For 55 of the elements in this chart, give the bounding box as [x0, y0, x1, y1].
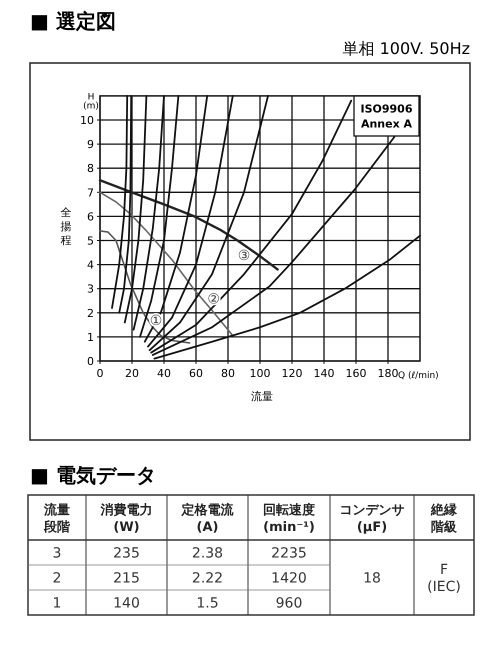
line-series — [98, 179, 279, 271]
x-tick-label: 60 — [189, 367, 203, 380]
text: 3 — [52, 546, 62, 562]
y-tick-label: 6 — [87, 210, 94, 224]
y-axis-title: 全揚程 — [60, 206, 72, 247]
text: 1.5 — [196, 596, 219, 612]
y-tick-label: 3 — [87, 282, 94, 296]
x-tick-label: 20 — [125, 367, 139, 380]
y-tick-label: 10 — [80, 114, 94, 127]
text: 235 — [113, 546, 140, 562]
text: 140 — [113, 596, 140, 612]
text: 2 — [52, 570, 62, 586]
y-tick-label: 0 — [87, 355, 94, 368]
annotation: ③ — [238, 248, 250, 264]
chart-subtitle: 単相 100V. 50Hz — [342, 39, 470, 58]
y-tick-label: 1 — [87, 330, 94, 344]
annotation: ② — [207, 291, 220, 308]
text: 960 — [276, 596, 302, 612]
line-series — [99, 230, 190, 344]
y-tick-label: 9 — [87, 138, 94, 152]
text: 消費電力 (W) — [100, 503, 152, 535]
x-tick-label: 0 — [96, 367, 104, 380]
x-tick-label: 120 — [282, 367, 302, 380]
annotation: ISO9906 Annex A — [360, 102, 413, 130]
text: ■ 電気データ — [30, 463, 156, 487]
text: 定格電流 (A) — [180, 502, 234, 535]
y-tick-label: 4 — [87, 258, 94, 272]
x-tick-label: 100 — [250, 367, 270, 380]
text: 18 — [363, 570, 381, 586]
x-tick-label: 80 — [221, 367, 235, 380]
text: 215 — [113, 570, 140, 586]
x-tick-label: 40 — [157, 367, 171, 380]
text: コンデンサ (μF) — [340, 503, 404, 535]
text: 絶縁階級 — [430, 503, 458, 535]
y-tick-label: 8 — [87, 162, 94, 176]
text: 1 — [52, 596, 62, 612]
text: 2.38 — [192, 546, 224, 562]
x-tick-label: 140 — [314, 367, 334, 380]
y-tick-label: 5 — [87, 234, 94, 248]
text: Q (ℓ/min) — [398, 371, 439, 381]
text: 2235 — [271, 546, 307, 562]
x-tick-label: 180 — [378, 367, 398, 380]
text: F (IEC) — [427, 562, 461, 595]
line-series — [99, 192, 234, 336]
text: 1420 — [271, 570, 307, 586]
y-tick-label: 2 — [87, 306, 94, 320]
y-tick-label: 7 — [87, 186, 94, 200]
x-tick-label: 160 — [346, 367, 366, 380]
chart-title: ■ 選定図 — [30, 9, 116, 33]
x-axis-title: 流量 — [251, 390, 273, 403]
text: 回転速度 (min⁻¹) — [263, 502, 315, 535]
text: 2.22 — [192, 570, 224, 586]
text: 流量段階 — [43, 502, 71, 535]
text: H (m) — [83, 92, 99, 112]
annotation: ① — [150, 313, 162, 330]
